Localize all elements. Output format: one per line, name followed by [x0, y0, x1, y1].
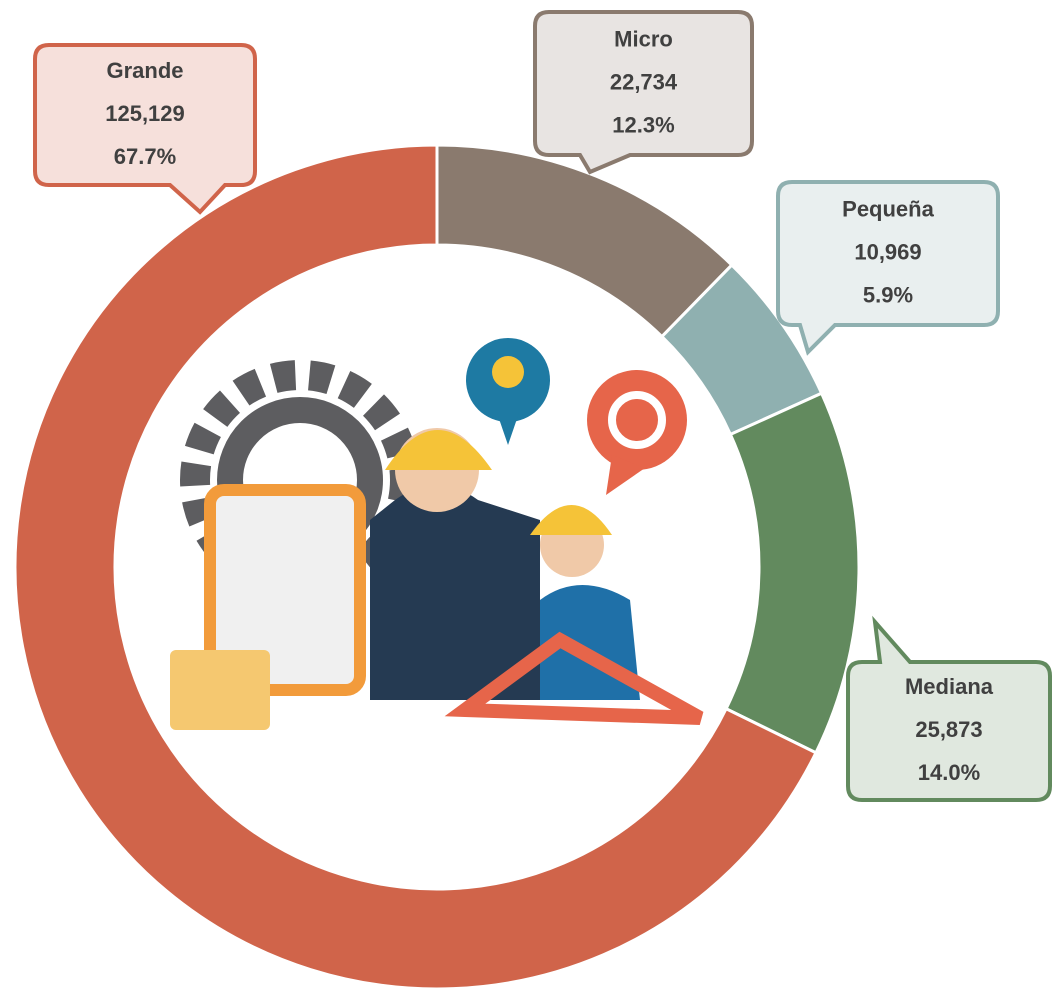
value-label: 25,873 [915, 717, 982, 742]
callout: Pequeña 10,969 5.9% [776, 180, 1000, 356]
category-label: Mediana [905, 674, 994, 699]
category-label: Micro [614, 26, 673, 51]
callout-box [846, 615, 1052, 802]
value-label: 10,969 [854, 239, 921, 264]
donut-segment [435, 143, 734, 339]
percentage-label: 12.3% [612, 112, 674, 137]
callout-box [776, 180, 1000, 356]
value-label: 22,734 [610, 69, 678, 94]
callout: Micro 22,734 12.3% [533, 10, 754, 175]
callout: Mediana 25,873 14.0% [846, 615, 1052, 802]
category-label: Pequeña [842, 196, 934, 221]
callout-box [533, 10, 754, 175]
donut-segment [13, 143, 818, 991]
percentage-label: 14.0% [918, 760, 980, 785]
illustration [170, 338, 704, 730]
donut-segment [724, 391, 861, 755]
callout-box [33, 43, 257, 215]
percentage-label: 5.9% [863, 282, 913, 307]
callout: Grande 125,129 67.7% [33, 43, 257, 215]
percentage-label: 67.7% [114, 144, 176, 169]
value-label: 125,129 [105, 101, 185, 126]
category-label: Grande [106, 58, 183, 83]
